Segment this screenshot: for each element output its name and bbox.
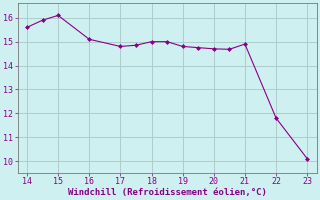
X-axis label: Windchill (Refroidissement éolien,°C): Windchill (Refroidissement éolien,°C) <box>68 188 267 197</box>
